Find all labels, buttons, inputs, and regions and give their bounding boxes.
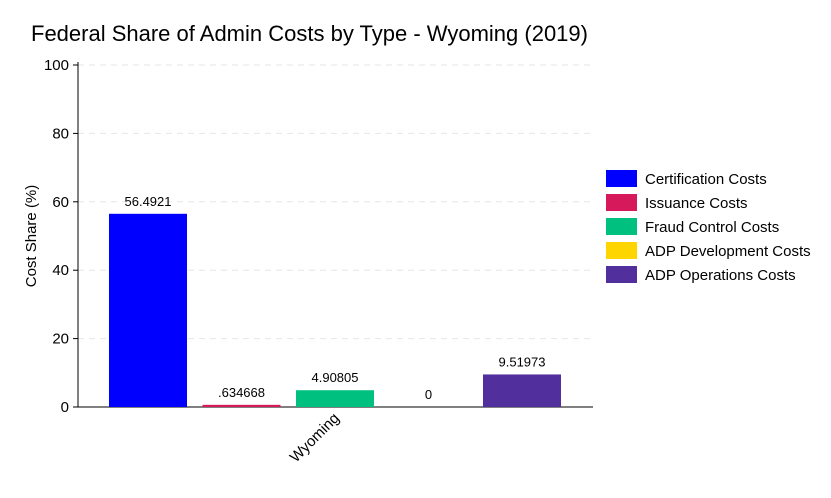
y-tick-label: 80 (52, 125, 69, 142)
data-label: 4.90805 (312, 370, 359, 385)
data-label: 9.51973 (499, 354, 546, 369)
data-label: 56.4921 (125, 194, 172, 209)
chart-title: Federal Share of Admin Costs by Type - W… (31, 21, 588, 46)
legend-label: Fraud Control Costs (645, 219, 779, 236)
bar-certification-costs (109, 213, 187, 407)
bars: 56.4921 .634668 4.90805 0 9.51973 (109, 194, 561, 407)
legend-swatch (606, 242, 637, 259)
x-tick-label: Wyoming (287, 410, 343, 466)
legend-swatch (606, 194, 637, 211)
y-tick-label: 0 (61, 399, 69, 416)
legend-swatch (606, 266, 637, 283)
bar-issuance-costs (202, 404, 281, 407)
y-tick-label: 40 (52, 262, 69, 279)
bar-adp-operations-costs (483, 374, 561, 407)
bar-fraud-control-costs (296, 390, 374, 407)
legend-label: ADP Development Costs (645, 243, 811, 260)
y-tick-label: 20 (52, 331, 69, 348)
y-axis-label: Cost Share (%) (23, 185, 40, 288)
y-tick-label: 60 (52, 194, 69, 211)
legend-label: Certification Costs (645, 171, 767, 188)
y-tick-label: 100 (44, 57, 69, 74)
legend-swatch (606, 170, 637, 187)
data-label: .634668 (218, 385, 265, 400)
legend: Certification Costs Issuance Costs Fraud C… (606, 170, 811, 284)
gridlines (78, 64, 593, 340)
x-axis-ticks: Wyoming (287, 410, 343, 466)
legend-label: ADP Operations Costs (645, 267, 796, 284)
legend-swatch (606, 218, 637, 235)
y-axis-ticks: 0 20 40 60 80 100 (44, 57, 78, 416)
data-label: 0 (425, 387, 432, 402)
legend-label: Issuance Costs (645, 195, 748, 212)
